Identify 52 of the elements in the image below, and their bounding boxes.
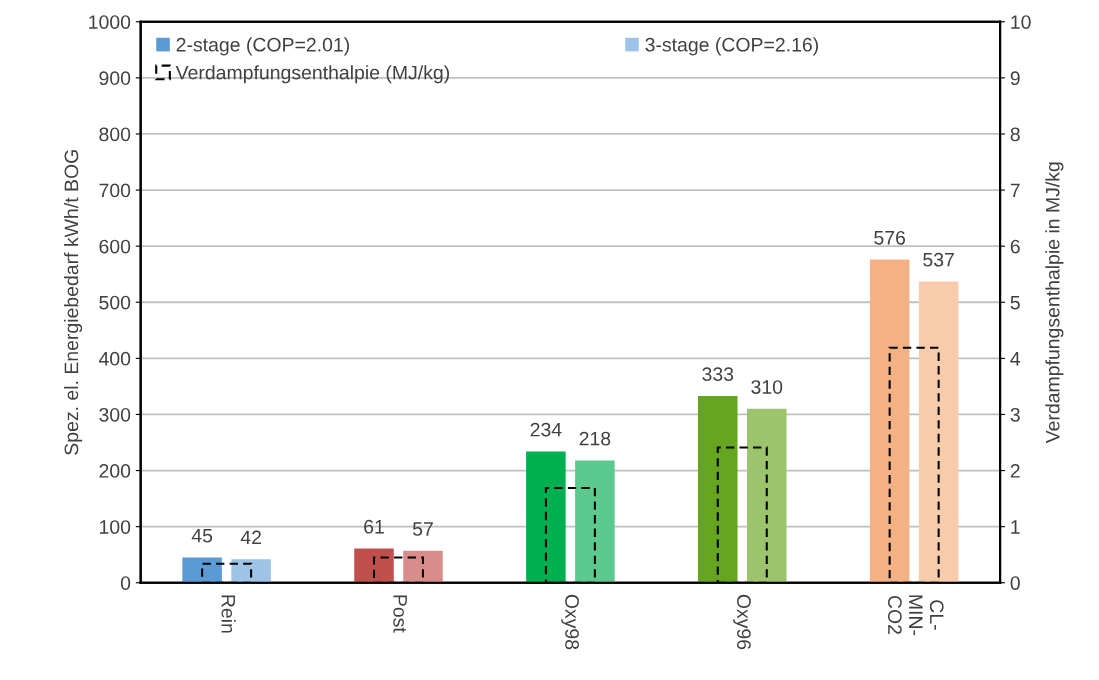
data-label: 61 [364,519,384,534]
x-tick-label: Rein [221,595,236,633]
y-tick-label: 800 [99,127,131,142]
bar [182,557,222,583]
x-tick-label: CL- MIN- CO2 [887,595,944,636]
x-tick-label: Oxy96 [733,594,751,650]
legend-label: 2-stage (COP=2.01) [176,37,350,56]
y2-tick-label: 5 [1010,295,1020,310]
y2-tick-label: 3 [1010,407,1020,422]
bar [354,548,394,583]
data-label: 310 [751,380,783,394]
y2-tick-label: 6 [1010,239,1020,254]
x-tick-label: Oxy98 [561,594,579,650]
y-tick-label: 500 [99,295,131,310]
y-axis-title: Spez. el. Energiebedarf kWh/t BOG [64,150,83,455]
bar [403,550,443,583]
y-tick-label: 1000 [89,15,131,29]
bar [869,259,910,583]
bar [918,281,959,583]
y2-tick-label: 1 [1011,520,1020,534]
y-tick-label: 400 [98,351,131,366]
y2-tick-label: 8 [1010,127,1020,142]
bar [746,408,787,583]
legend-label: 3-stage (COP=2.16) [645,37,818,56]
y2-tick-label: 2 [1010,464,1020,478]
legend-label: Verdampfungsenthalpie (MJ/kg) [175,65,449,84]
bar [231,559,271,583]
y2-axis-title: Verdampfungsenthalpie in MJ/kg [1045,162,1064,444]
y-tick-label: 900 [99,71,131,86]
bar [575,460,615,583]
data-label: 218 [579,431,611,446]
y-tick-label: 0 [120,576,131,590]
y2-tick-label: 0 [1010,576,1020,590]
data-label: 333 [702,367,734,381]
data-label: 537 [923,252,954,267]
y2-tick-label: 4 [1010,352,1021,366]
y2-tick-label: 7 [1010,183,1020,198]
data-label: 57 [412,522,433,536]
bar [698,395,738,583]
y-tick-label: 100 [99,520,131,534]
y-tick-label: 700 [99,183,131,198]
data-label: 576 [874,230,906,245]
bar [526,451,566,583]
y-tick-label: 200 [99,464,131,478]
data-label: 42 [240,530,261,545]
y-tick-label: 300 [99,407,131,422]
y2-tick-label: 9 [1010,71,1020,86]
x-tick-label: Post [393,595,407,633]
data-label: 45 [191,528,213,543]
y-tick-label: 600 [99,239,131,254]
data-label: 234 [530,422,562,437]
y2-tick-label: 10 [1011,15,1031,29]
